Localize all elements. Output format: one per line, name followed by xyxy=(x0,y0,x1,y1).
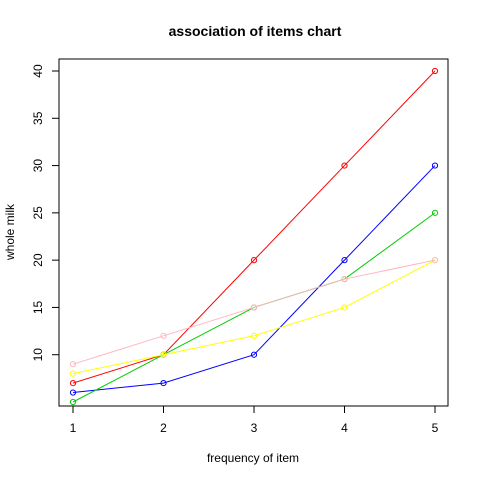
y-tick-label: 15 xyxy=(31,300,45,314)
data-point xyxy=(69,361,77,368)
x-tick-label: 4 xyxy=(341,421,348,435)
data-point xyxy=(250,257,258,264)
series-layer xyxy=(69,67,439,406)
chart-title: association of items chart xyxy=(169,23,342,39)
y-tick-label: 40 xyxy=(31,64,45,78)
y-tick-label: 10 xyxy=(31,348,45,362)
data-point xyxy=(431,257,439,264)
data-point xyxy=(69,389,77,396)
data-point xyxy=(341,162,348,169)
y-tick-label: 30 xyxy=(31,159,45,173)
data-point xyxy=(431,209,439,216)
data-point xyxy=(69,370,77,377)
data-point xyxy=(160,351,167,358)
series-2 xyxy=(69,162,439,396)
data-point xyxy=(341,304,348,311)
data-point xyxy=(160,332,167,339)
y-tick-label: 20 xyxy=(31,253,45,267)
data-point xyxy=(431,162,439,169)
y-tick-label: 25 xyxy=(31,206,45,220)
data-point xyxy=(341,275,348,283)
series-line xyxy=(72,70,436,384)
y-axis-label: whole milk xyxy=(3,203,17,261)
series-line xyxy=(72,259,436,365)
series-4 xyxy=(69,257,439,377)
data-point xyxy=(341,257,348,264)
data-point xyxy=(69,379,77,387)
y-tick-label: 35 xyxy=(31,111,45,125)
x-tick-label: 5 xyxy=(432,421,439,435)
data-point xyxy=(250,332,258,339)
series-5 xyxy=(69,257,439,368)
data-point xyxy=(250,304,258,311)
plot-frame xyxy=(58,58,449,407)
x-tick-label: 3 xyxy=(251,421,258,435)
data-point xyxy=(431,67,439,75)
x-tick-label: 2 xyxy=(160,421,167,435)
y-axis: 10 15 20 25 30 35 40 xyxy=(31,64,60,362)
series-line xyxy=(72,165,436,394)
data-point xyxy=(69,398,77,406)
x-axis: 1 2 3 4 5 xyxy=(70,405,439,435)
data-point xyxy=(250,351,258,358)
series-line xyxy=(72,259,436,375)
data-point xyxy=(160,379,167,387)
x-axis-label: frequency of item xyxy=(207,451,299,465)
x-tick-label: 1 xyxy=(70,421,77,435)
